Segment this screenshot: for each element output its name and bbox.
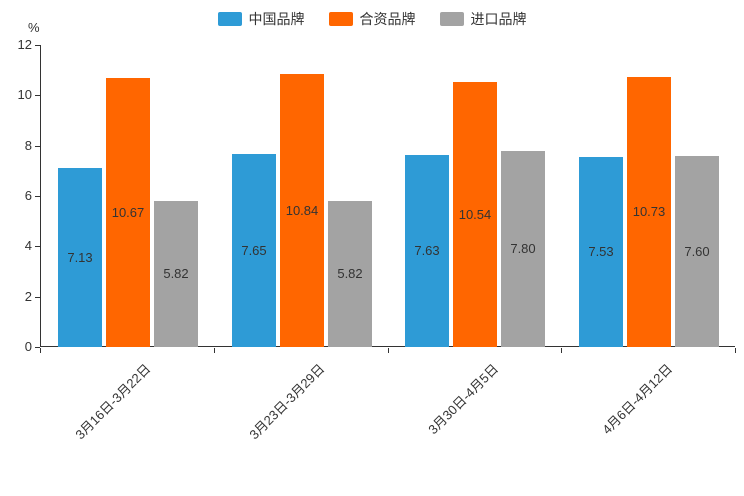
x-tick-mark [387, 348, 389, 353]
y-tick-mark [35, 45, 40, 46]
bar-value-label: 10.84 [285, 203, 319, 218]
legend-label: 中国品牌 [248, 11, 305, 27]
y-tick-label: 12 [17, 37, 32, 52]
legend-swatch-icon [328, 12, 353, 26]
bar-value-label: 7.60 [684, 244, 710, 259]
plot-area: 7.13 10.67 5.82 7.65 10.84 5.82 7.63 10.54 7.80 7… [40, 45, 735, 347]
bar-进口品牌-g2: 5.82 [328, 201, 372, 347]
legend-swatch-icon [217, 12, 242, 26]
bar-value-label: 10.54 [458, 207, 492, 222]
bar-value-label: 5.82 [163, 266, 189, 281]
y-tick-label: 8 [24, 137, 32, 153]
y-tick-label: 10 [17, 87, 32, 103]
y-tick-mark [35, 246, 40, 248]
x-tick-mark [561, 348, 563, 353]
y-tick-mark [35, 95, 40, 97]
legend-item-2[interactable]: 合资品牌 [328, 9, 416, 29]
bar-value-label: 7.13 [67, 250, 93, 265]
chart-legend: 中国品牌 合资品牌 进口品牌 [0, 9, 744, 29]
bar-合资品牌-g3: 10.54 [453, 82, 497, 347]
legend-item-1[interactable]: 中国品牌 [217, 9, 305, 29]
x-tick-mark [213, 348, 215, 353]
y-tick-mark [35, 296, 40, 298]
legend-swatch-icon [439, 12, 464, 26]
bar-中国品牌-g3: 7.63 [405, 155, 449, 347]
x-category-label: 3月23日-3月29日 [246, 361, 328, 443]
x-category-label: 4月6日-4月12日 [598, 361, 675, 438]
y-tick-mark [35, 145, 40, 147]
bar-中国品牌-g2: 7.65 [232, 154, 276, 347]
bar-value-label: 7.80 [510, 241, 536, 256]
x-tick-mark [735, 348, 736, 353]
bar-value-label: 10.67 [111, 205, 145, 220]
bar-value-label: 5.82 [337, 266, 363, 281]
bar-value-label: 7.65 [241, 243, 267, 258]
bar-中国品牌-g4: 7.53 [579, 157, 623, 347]
x-tick-mark [40, 348, 41, 353]
y-tick-label: 2 [24, 288, 32, 304]
bar-中国品牌-g1: 7.13 [58, 168, 102, 347]
y-tick-mark [35, 347, 40, 348]
x-category-label: 3月30日-4月5日 [425, 361, 502, 438]
bar-进口品牌-g3: 7.80 [501, 151, 545, 347]
legend-label: 合资品牌 [359, 11, 416, 27]
bar-进口品牌-g4: 7.60 [675, 156, 719, 347]
y-tick-label: 4 [24, 238, 32, 254]
y-axis-unit-label: % [28, 20, 40, 35]
bar-value-label: 10.73 [632, 204, 666, 219]
y-tick-label: 0 [24, 339, 32, 354]
legend-label: 进口品牌 [470, 11, 527, 27]
y-tick-label: 6 [24, 188, 32, 203]
bar-合资品牌-g4: 10.73 [627, 77, 671, 347]
legend-item-3[interactable]: 进口品牌 [439, 9, 527, 29]
bar-进口品牌-g1: 5.82 [154, 201, 198, 347]
bar-value-label: 7.53 [588, 244, 614, 259]
bar-合资品牌-g1: 10.67 [106, 78, 150, 347]
bar-value-label: 7.63 [414, 243, 440, 258]
bar-合资品牌-g2: 10.84 [280, 74, 324, 347]
x-category-label: 3月16日-3月22日 [72, 361, 154, 443]
y-tick-mark [35, 196, 40, 197]
